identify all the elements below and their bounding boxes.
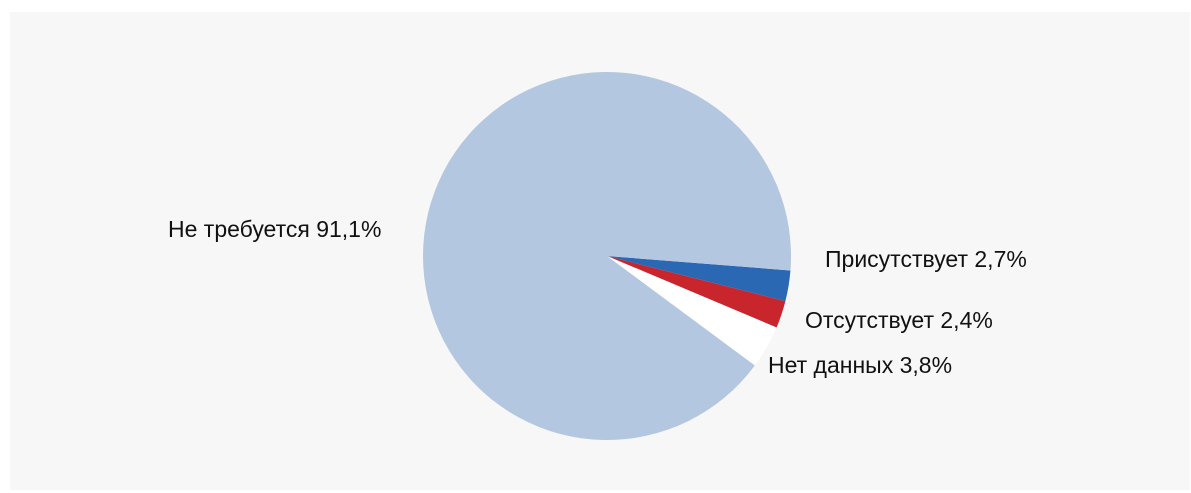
pie-slice-present	[607, 256, 791, 302]
slice-label-absent: Отсутствует 2,4%	[805, 307, 993, 333]
pie-slices	[422, 71, 791, 440]
slice-label-present: Присутствует 2,7%	[825, 246, 1027, 272]
slice-label-not-required: Не требуется 91,1%	[168, 216, 381, 242]
pie-slice-absent	[607, 256, 786, 328]
pie-slice-no-data	[607, 256, 777, 366]
pie-slice-not-required	[422, 71, 791, 440]
slice-label-no-data: Нет данных 3,8%	[768, 352, 952, 378]
